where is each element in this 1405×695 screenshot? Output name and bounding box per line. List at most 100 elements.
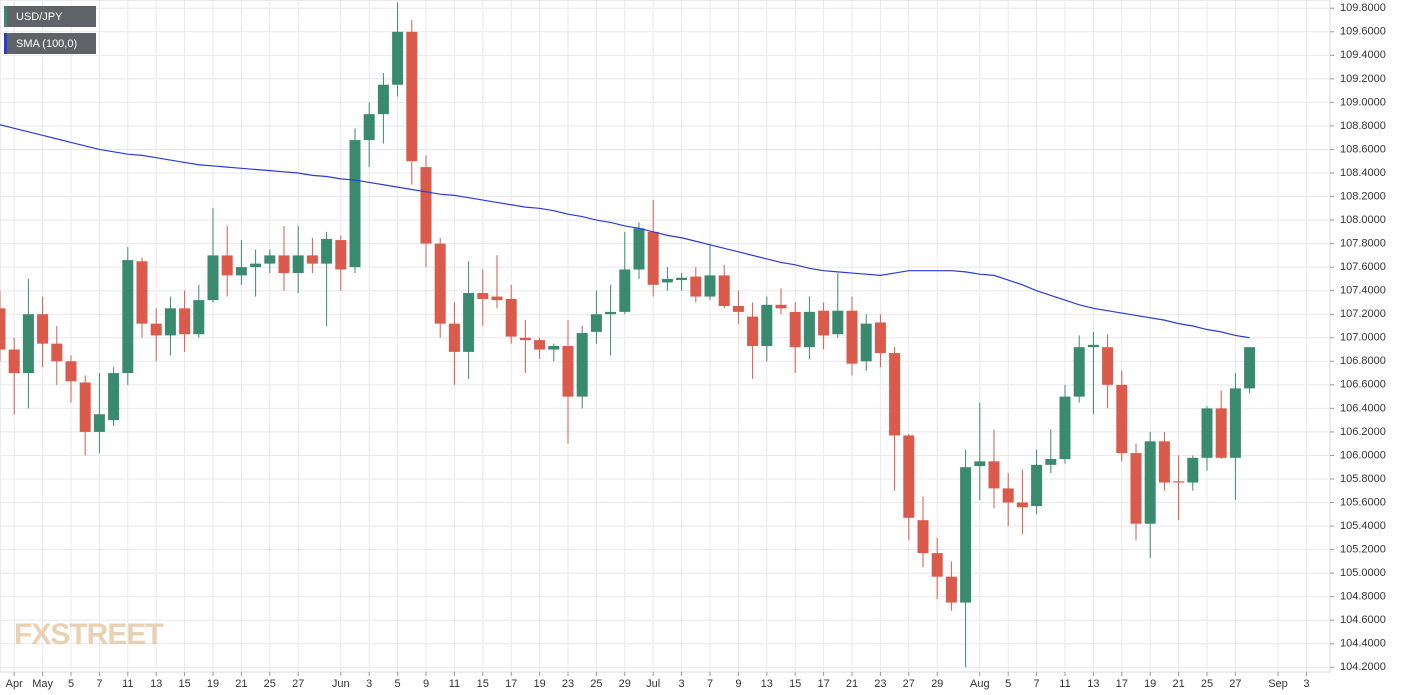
candle-body — [207, 255, 219, 301]
y-tick-label: 104.8000 — [1340, 591, 1386, 603]
x-tick-label: 21 — [235, 678, 247, 690]
candle-body — [1130, 453, 1142, 524]
candle-body — [917, 520, 929, 554]
x-tick-label: 9 — [423, 678, 429, 690]
x-tick-label: 19 — [533, 678, 545, 690]
candle-body — [164, 308, 176, 336]
candle-body — [988, 461, 1000, 489]
x-tick-label: 21 — [1172, 678, 1184, 690]
candle-body — [420, 167, 432, 244]
y-tick-label: 105.2000 — [1340, 544, 1386, 556]
candle-body — [306, 255, 318, 264]
y-tick-label: 108.4000 — [1340, 167, 1386, 179]
candle-body — [250, 263, 262, 268]
candle-body — [1002, 488, 1014, 503]
candle-body — [732, 305, 744, 312]
x-tick-label: 3 — [366, 678, 372, 690]
x-tick-label: 19 — [207, 678, 219, 690]
candle-body — [534, 340, 546, 350]
candle-body — [150, 323, 162, 336]
candle-body — [264, 255, 276, 264]
candle-body — [79, 382, 91, 432]
y-tick-label: 105.6000 — [1340, 496, 1386, 508]
x-tick-label: 17 — [1116, 678, 1128, 690]
y-tick-label: 107.4000 — [1340, 285, 1386, 297]
candle-body — [1045, 458, 1057, 465]
candle-body — [676, 277, 688, 281]
candle-body — [1116, 384, 1128, 454]
x-tick-label: 17 — [505, 678, 517, 690]
candle-body — [1144, 441, 1156, 524]
x-tick-label: 25 — [590, 678, 602, 690]
legend-entry: SMA (100,0) — [4, 33, 96, 54]
x-tick-label: Sep — [1268, 678, 1288, 690]
x-tick-label: Aug — [970, 678, 990, 690]
candle-body — [392, 31, 404, 85]
y-tick-label: 106.2000 — [1340, 426, 1386, 438]
candle-body — [463, 293, 475, 352]
candle-body — [562, 346, 574, 397]
candle-body — [1102, 347, 1114, 385]
x-tick-label: 23 — [874, 678, 886, 690]
candle-body — [505, 298, 517, 337]
candle-body — [931, 553, 943, 577]
candle-body — [1201, 408, 1213, 458]
x-tick-label: Jul — [646, 678, 660, 690]
candle-body — [1215, 408, 1227, 458]
x-tick-label: 7 — [96, 678, 102, 690]
y-tick-label: 107.8000 — [1340, 238, 1386, 250]
candle-body — [661, 278, 673, 283]
y-tick-label: 105.8000 — [1340, 473, 1386, 485]
y-tick-label: 107.2000 — [1340, 308, 1386, 320]
legend-swatch — [4, 6, 7, 27]
x-tick-label: 13 — [1087, 678, 1099, 690]
legend-swatch — [4, 33, 7, 54]
candle-body — [803, 311, 815, 348]
candle-body — [775, 304, 787, 309]
candle-body — [1187, 457, 1199, 483]
x-tick-label: 5 — [395, 678, 401, 690]
x-tick-label: 25 — [1201, 678, 1213, 690]
candle-body — [1016, 502, 1028, 508]
candle-body — [1031, 464, 1043, 507]
x-tick-label: 27 — [292, 678, 304, 690]
candle-body — [619, 269, 631, 312]
x-tick-label: 17 — [817, 678, 829, 690]
candle-body — [477, 293, 489, 299]
candle-body — [633, 228, 645, 270]
candle-body — [690, 276, 702, 297]
candle-body — [122, 260, 134, 374]
candle-body — [1158, 441, 1170, 483]
sma-line — [0, 124, 1250, 339]
candle-body — [193, 300, 205, 335]
x-tick-label: 27 — [903, 678, 915, 690]
candle-body — [605, 311, 617, 315]
candle-body — [406, 31, 418, 162]
y-tick-label: 108.8000 — [1340, 120, 1386, 132]
candle-body — [8, 349, 20, 374]
legend-entry: USD/JPY — [4, 6, 96, 27]
y-tick-label: 108.0000 — [1340, 214, 1386, 226]
candle-body — [377, 84, 389, 115]
candle-body — [22, 314, 34, 374]
candle-body — [221, 255, 233, 276]
candle-body — [590, 314, 602, 332]
x-tick-label: 5 — [1005, 678, 1011, 690]
x-tick-label: 25 — [264, 678, 276, 690]
candle-body — [1087, 344, 1099, 348]
y-tick-label: 108.6000 — [1340, 143, 1386, 155]
candle-body — [1244, 347, 1256, 389]
candle-body — [434, 243, 446, 324]
y-tick-label: 109.6000 — [1340, 26, 1386, 38]
candle-body — [1059, 396, 1071, 459]
candle-body — [136, 261, 148, 324]
candle-body — [974, 461, 986, 467]
x-tick-label: 3 — [679, 678, 685, 690]
candle-body — [576, 333, 588, 397]
y-tick-label: 106.6000 — [1340, 379, 1386, 391]
candle-body — [292, 255, 304, 274]
x-tick-label: 19 — [1144, 678, 1156, 690]
y-tick-label: 109.4000 — [1340, 49, 1386, 61]
